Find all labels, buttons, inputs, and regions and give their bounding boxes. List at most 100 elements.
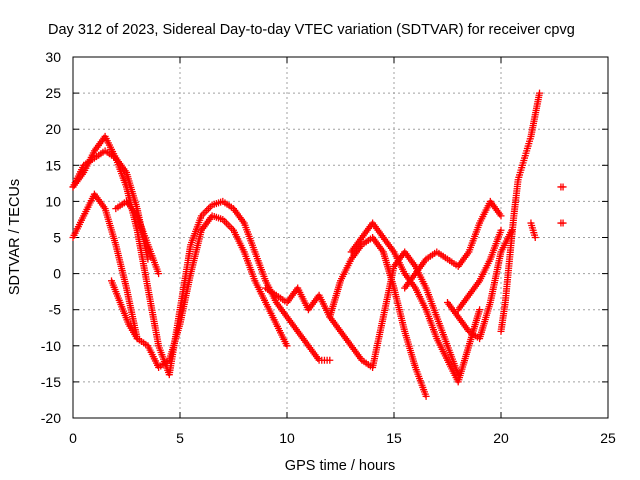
data-point-interp <box>227 203 235 211</box>
data-point-interp <box>115 296 123 304</box>
data-point-interp <box>270 290 278 298</box>
series-track-2 <box>69 190 291 371</box>
data-point-interp <box>464 250 472 258</box>
data-point-interp <box>228 224 236 232</box>
data-point-interp <box>132 210 140 218</box>
data-point-interp <box>88 156 96 164</box>
data-point-interp <box>497 250 505 258</box>
data-point-interp <box>378 232 386 240</box>
data-point-interp <box>379 315 387 323</box>
y-tick-label: 30 <box>45 49 61 65</box>
data-point-interp <box>496 210 504 218</box>
data-point-interp <box>143 253 151 261</box>
data-point-interp <box>175 322 183 330</box>
data-point-interp <box>133 202 141 210</box>
series-track-8 <box>347 219 484 386</box>
series-track-4 <box>108 277 141 343</box>
data-point-interp <box>250 246 258 254</box>
data-point-interp <box>163 358 171 366</box>
data-point-interp <box>410 282 418 290</box>
series-track-6 <box>262 234 430 400</box>
data-point-interp <box>122 282 130 290</box>
data-point <box>559 183 567 191</box>
data-point-interp <box>346 340 354 348</box>
data-point-interp <box>336 279 344 287</box>
data-point-interp <box>475 221 483 229</box>
data-point-interp <box>357 235 365 243</box>
data-point-interp <box>89 149 97 157</box>
x-tick-labels: 0 5 10 15 20 25 <box>69 430 616 446</box>
x-tick-label: 0 <box>69 430 77 446</box>
data-point-interp <box>421 304 429 312</box>
data-point-interp <box>464 344 472 352</box>
data-point-interp <box>186 272 194 280</box>
data-point-interp <box>217 215 225 223</box>
y-tick-label: 10 <box>45 193 61 209</box>
data-point-interp <box>142 340 150 348</box>
data-point-interp <box>411 361 419 369</box>
data-point-interp <box>526 135 534 143</box>
data-point-interp <box>261 296 269 304</box>
data-point-interp <box>206 203 214 211</box>
series-track-11 <box>454 226 505 314</box>
y-tick-labels: 30 25 20 15 10 5 0 -5 -10 -15 -20 <box>41 49 61 426</box>
data-point-interp <box>522 149 530 157</box>
data-point-interp <box>292 326 300 334</box>
x-tick-label: 5 <box>176 430 184 446</box>
x-tick-label: 15 <box>386 430 402 446</box>
data-point-interp <box>197 228 205 236</box>
data-point-interp <box>271 318 279 326</box>
series-track-5 <box>112 197 163 278</box>
data-point-interp <box>282 311 290 319</box>
series-track-15 <box>557 219 567 227</box>
series-track-14 <box>557 183 567 191</box>
data-point-interp <box>535 91 543 99</box>
data-point-interp <box>111 239 119 247</box>
data-point-interp <box>464 293 472 301</box>
y-tick-label: -15 <box>41 374 61 390</box>
data-point-interp <box>271 296 279 304</box>
x-tick-label: 10 <box>279 430 295 446</box>
data-point-interp <box>143 238 151 246</box>
data-point-interp <box>323 356 331 364</box>
data-point <box>559 219 567 227</box>
y-tick-label: -5 <box>49 302 62 318</box>
grid <box>73 57 608 418</box>
data-point-interp <box>464 326 472 334</box>
series-track-9 <box>401 197 505 292</box>
data-point-interp <box>453 311 461 319</box>
data-point-interp <box>531 113 539 121</box>
data-point-interp <box>124 318 132 326</box>
data-point-interp <box>441 254 449 262</box>
data-point-interp <box>239 246 247 254</box>
data-point-interp <box>432 311 440 319</box>
data-point-interp <box>154 340 162 348</box>
data-point-interp <box>335 326 343 334</box>
series-track-13 <box>527 219 539 241</box>
data-point-interp <box>143 282 151 290</box>
data-point-interp <box>250 275 258 283</box>
series-track-12 <box>497 89 544 335</box>
y-tick-label: 0 <box>53 266 61 282</box>
data-point-interp <box>496 229 504 237</box>
data-point-interp <box>110 153 118 161</box>
data-point-interp <box>514 178 522 186</box>
data-point-interp <box>261 275 269 283</box>
data-point-interp <box>186 243 194 251</box>
data-point-interp <box>443 340 451 348</box>
data-point-interp <box>357 354 365 362</box>
data-point-interp <box>432 332 440 340</box>
data-point-interp <box>486 301 494 309</box>
data-point-interp <box>314 354 322 362</box>
x-tick-label: 25 <box>600 430 616 446</box>
data-point-interp <box>79 163 87 171</box>
data-point-interp <box>390 265 398 273</box>
data-point-interp <box>400 325 408 333</box>
data-point-interp <box>400 267 408 275</box>
data-point-interp <box>389 246 397 254</box>
x-tick-label: 20 <box>493 430 509 446</box>
data-points <box>69 89 567 400</box>
series-track-1 <box>69 132 334 379</box>
data-point-interp <box>421 390 429 398</box>
